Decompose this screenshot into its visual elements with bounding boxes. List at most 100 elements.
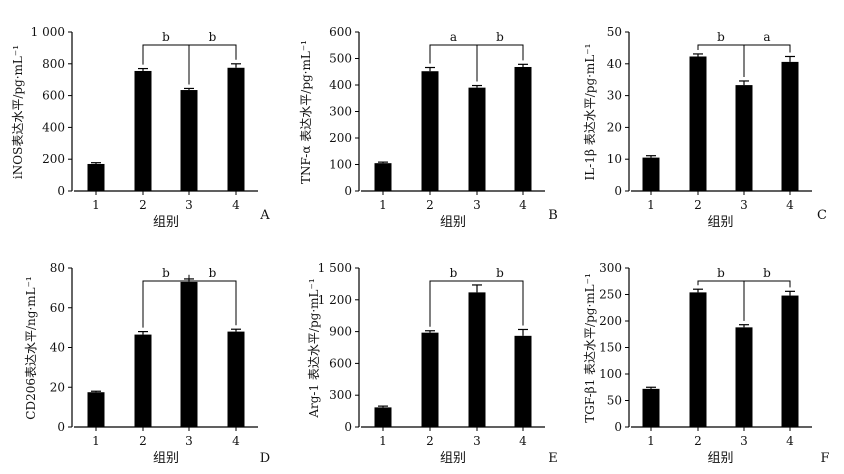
x-tick-label: 3 <box>473 434 481 448</box>
y-tick-label: 60 <box>50 301 65 315</box>
y-tick-label: 50 <box>607 25 622 39</box>
y-axis-label: CD206表达水平/ng·mL⁻¹ <box>24 276 38 419</box>
y-tick-label: 0 <box>614 184 622 198</box>
significance-bracket <box>476 280 524 326</box>
x-axis-label: 组别 <box>440 215 466 230</box>
y-tick-label: 20 <box>607 120 622 134</box>
chart-panel-e: 0 300 600 900 1 200 1 500 1 2 3 4 b b 组别 Arg-1 表达水平/p… <box>307 261 558 466</box>
chart-panel-b: 0 100 200 300 400 500 600 1 2 3 4 a b 组别 TNF-α 表达水平/pg… <box>299 25 558 230</box>
significance-label: b <box>450 266 458 280</box>
y-tick-label: 150 <box>599 341 622 355</box>
x-tick-label: 2 <box>694 198 702 212</box>
y-tick-label: 0 <box>344 420 352 434</box>
panel-label: F <box>820 451 829 466</box>
panel-label: A <box>259 208 270 223</box>
significance-bracket <box>743 44 791 77</box>
significance-label: b <box>209 30 217 44</box>
bar <box>689 56 707 192</box>
y-tick-label: 500 <box>329 52 352 66</box>
bar <box>642 388 660 427</box>
x-tick-label: 4 <box>786 434 794 448</box>
significance-bracket <box>188 274 237 326</box>
x-tick-label: 4 <box>519 198 527 212</box>
bar <box>374 163 392 191</box>
x-tick-label: 1 <box>647 434 655 448</box>
panel-label: E <box>548 451 558 466</box>
x-tick-label: 1 <box>647 198 655 212</box>
x-tick-label: 1 <box>92 434 100 448</box>
x-tick-label: 2 <box>426 434 434 448</box>
y-tick-label: 0 <box>57 184 65 198</box>
bar <box>421 332 439 427</box>
significance-label: a <box>450 30 457 44</box>
y-tick-label: 1 200 <box>318 293 352 307</box>
x-tick-label: 3 <box>740 434 748 448</box>
x-tick-label: 4 <box>232 198 240 212</box>
y-tick-label: 200 <box>329 131 352 145</box>
x-tick-label: 4 <box>232 434 240 448</box>
panel-label: D <box>260 451 270 466</box>
x-tick-label: 3 <box>185 434 193 448</box>
y-tick-label: 40 <box>607 57 622 71</box>
x-axis-label: 组别 <box>153 451 179 466</box>
x-tick-label: 2 <box>139 434 147 448</box>
y-tick-label: 300 <box>329 105 352 119</box>
bar <box>514 66 532 191</box>
bar <box>781 295 799 427</box>
y-tick-label: 20 <box>50 380 65 394</box>
y-axis-label: iNOS表达水平/pg·mL⁻¹ <box>11 45 25 179</box>
panel-label: B <box>548 208 558 223</box>
x-axis-label: 组别 <box>440 451 466 466</box>
y-tick-label: 300 <box>329 388 352 402</box>
y-tick-label: 1 500 <box>318 261 352 275</box>
y-tick-label: 100 <box>599 367 622 381</box>
y-tick-label: 30 <box>607 89 622 103</box>
y-tick-label: 300 <box>599 261 622 275</box>
bar <box>180 281 198 427</box>
x-tick-label: 2 <box>694 434 702 448</box>
x-tick-label: 1 <box>379 198 387 212</box>
y-tick-label: 400 <box>42 120 65 134</box>
x-tick-label: 3 <box>740 198 748 212</box>
significance-label: b <box>717 30 725 44</box>
bar <box>642 157 660 191</box>
bar <box>227 331 245 427</box>
significance-bracket <box>188 44 237 85</box>
x-axis-label: 组别 <box>153 215 179 230</box>
significance-label: b <box>763 266 771 280</box>
y-tick-label: 400 <box>329 78 352 92</box>
y-tick-label: 600 <box>42 89 65 103</box>
y-tick-label: 200 <box>42 152 65 166</box>
x-tick-label: 2 <box>426 198 434 212</box>
chart-panel-d: 0 20 40 60 80 1 2 3 4 b b 组别 CD206表达水平/ng·mL⁻¹ D <box>24 261 270 466</box>
x-tick-label: 4 <box>786 198 794 212</box>
y-tick-label: 1 000 <box>31 25 65 39</box>
significance-bracket <box>743 280 791 321</box>
x-tick-label: 4 <box>519 434 527 448</box>
y-axis-label: TNF-α 表达水平/pg·mL⁻¹ <box>299 40 313 184</box>
bar <box>87 392 105 427</box>
significance-label: a <box>763 30 770 44</box>
y-tick-label: 10 <box>607 152 622 166</box>
x-tick-label: 3 <box>473 198 481 212</box>
y-tick-label: 0 <box>57 420 65 434</box>
y-tick-label: 50 <box>607 394 622 408</box>
y-tick-label: 0 <box>614 420 622 434</box>
y-tick-label: 250 <box>599 288 622 302</box>
y-axis-label: TGF-β1 表达水平/pg·mL⁻¹ <box>583 273 597 423</box>
y-tick-label: 800 <box>42 57 65 71</box>
y-tick-label: 600 <box>329 25 352 39</box>
significance-label: b <box>162 266 170 280</box>
y-tick-label: 80 <box>50 261 65 275</box>
x-tick-label: 3 <box>185 198 193 212</box>
y-tick-label: 900 <box>329 325 352 339</box>
y-axis-label: IL-1β 表达水平/pg·mL⁻¹ <box>583 44 597 181</box>
bar <box>781 61 799 191</box>
bar <box>689 292 707 427</box>
x-axis-label: 组别 <box>707 215 733 230</box>
y-tick-label: 100 <box>329 158 352 172</box>
chart-panel-c: 0 10 20 30 40 50 1 2 3 4 b a 组别 IL-1β 表达水平/pg·mL⁻¹ C <box>583 25 827 230</box>
significance-label: b <box>162 30 170 44</box>
bar <box>227 67 245 191</box>
